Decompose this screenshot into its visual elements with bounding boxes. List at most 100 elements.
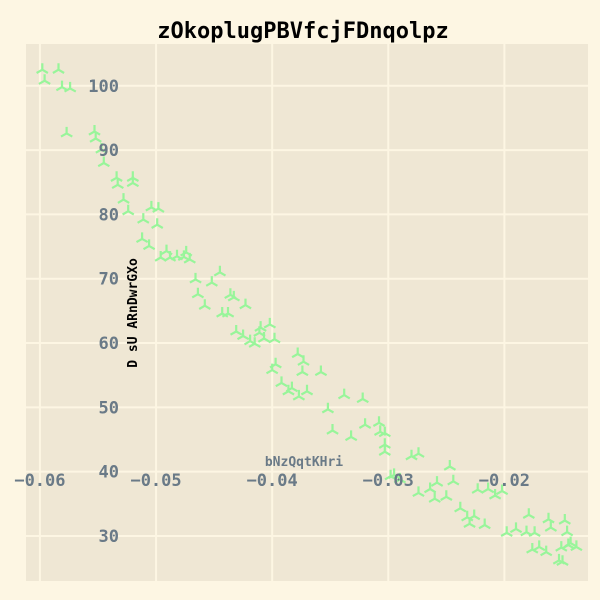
data-point — [183, 252, 196, 264]
data-point — [522, 508, 535, 519]
data-point — [570, 540, 583, 552]
data-point — [221, 307, 235, 318]
data-point — [97, 156, 110, 168]
data-point — [151, 218, 164, 229]
x-tick-label: −0.05 — [130, 471, 181, 491]
data-point — [412, 486, 425, 498]
tick-labels: −0.06 −0.05 −0.04 −0.03 −0.02 30 40 50 60 70 80 90 1… — [14, 77, 530, 547]
data-point — [560, 525, 574, 537]
data-point — [344, 430, 358, 442]
x-axis-label: bNzQqtKHri — [265, 455, 343, 470]
data-point — [239, 298, 252, 310]
data-point — [268, 332, 281, 344]
gridlines — [26, 44, 588, 581]
data-point — [430, 476, 444, 487]
data-points — [36, 63, 583, 566]
data-point — [488, 489, 502, 500]
data-point — [285, 381, 299, 393]
data-point — [36, 63, 49, 74]
data-point — [89, 132, 102, 143]
data-point — [533, 540, 546, 552]
data-point — [152, 202, 165, 213]
data-point — [556, 555, 569, 566]
data-point — [135, 232, 149, 244]
data-point — [300, 384, 314, 396]
chart-title: zOkoplugPBVfcjFDnqolpz — [157, 19, 448, 44]
data-point — [117, 193, 130, 204]
data-point — [337, 388, 351, 400]
y-tick-label: 40 — [99, 463, 119, 483]
data-point — [254, 321, 267, 332]
data-point — [481, 482, 495, 494]
data-point — [428, 492, 441, 503]
data-point — [291, 347, 304, 359]
data-point — [213, 265, 227, 277]
data-point — [440, 490, 453, 501]
data-point — [297, 355, 310, 366]
data-point — [198, 299, 211, 310]
data-point — [248, 337, 261, 348]
data-point — [500, 526, 513, 537]
x-tick-label: −0.04 — [247, 471, 298, 491]
data-point — [495, 484, 509, 496]
y-tick-label: 30 — [99, 527, 119, 547]
data-point — [555, 541, 568, 552]
data-point — [356, 392, 369, 404]
data-point — [296, 365, 309, 377]
data-point — [326, 424, 339, 435]
x-tick-label: −0.03 — [363, 471, 414, 491]
data-point — [38, 74, 51, 85]
data-point — [372, 416, 386, 427]
data-point — [443, 460, 457, 471]
data-point — [387, 468, 401, 480]
y-tick-label: 50 — [99, 398, 119, 418]
data-point — [111, 178, 124, 190]
data-point — [540, 545, 553, 557]
data-point — [60, 126, 73, 138]
data-point — [227, 290, 241, 302]
data-point — [358, 418, 372, 429]
y-tick-label: 100 — [88, 77, 119, 97]
data-point — [126, 176, 140, 188]
data-point — [122, 204, 135, 216]
data-point — [263, 317, 277, 329]
data-point — [478, 518, 491, 530]
data-point — [412, 447, 425, 458]
data-point — [544, 521, 558, 532]
data-point — [393, 472, 407, 484]
data-point — [275, 376, 288, 388]
x-tick-label: −0.06 — [14, 471, 65, 491]
data-point — [137, 213, 150, 224]
y-tick-label: 90 — [99, 141, 119, 161]
data-point — [314, 365, 328, 377]
y-axis-label: D sU ARnDwrGXo — [126, 258, 141, 368]
data-point — [321, 402, 335, 414]
data-point — [52, 63, 65, 74]
x-tick-label: −0.02 — [479, 471, 530, 491]
data-point — [236, 329, 250, 341]
data-point — [471, 483, 484, 494]
data-point — [142, 239, 156, 251]
data-point — [269, 357, 282, 369]
data-point — [509, 522, 523, 534]
data-point — [468, 509, 481, 521]
data-point — [378, 426, 391, 438]
data-point — [63, 81, 77, 93]
data-point — [558, 514, 571, 525]
data-point — [447, 474, 460, 486]
data-point — [542, 512, 555, 524]
data-point — [95, 143, 108, 154]
data-point — [423, 482, 437, 494]
y-tick-label: 80 — [99, 205, 119, 225]
data-point — [378, 445, 391, 456]
data-point — [229, 325, 243, 336]
data-point — [454, 501, 467, 513]
data-point — [564, 536, 577, 548]
data-point — [292, 389, 306, 401]
data-point — [189, 272, 202, 284]
data-point — [405, 449, 418, 461]
data-point — [526, 543, 539, 554]
y-tick-label: 70 — [99, 270, 119, 290]
data-point — [205, 276, 218, 287]
